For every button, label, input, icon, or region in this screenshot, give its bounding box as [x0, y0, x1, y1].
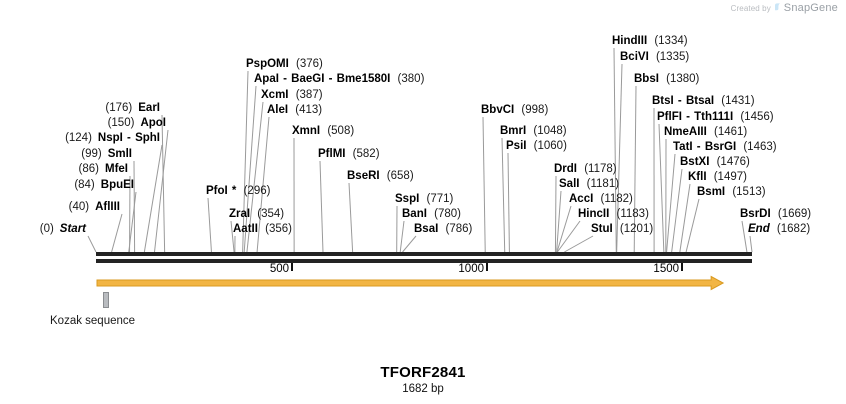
restriction-site-label[interactable]: PsiI (1060)	[506, 140, 567, 152]
axis-tick	[486, 263, 488, 271]
restriction-site-label[interactable]: ZraI (354)	[229, 208, 285, 220]
restriction-site-label[interactable]: BmrI (1048)	[500, 125, 567, 137]
restriction-site-label[interactable]: End (1682)	[748, 223, 811, 235]
leader-line	[319, 160, 324, 253]
snapgene-leaf-icon	[774, 2, 781, 14]
restriction-site-label[interactable]: HindIII (1334)	[612, 35, 688, 47]
leader-line	[554, 175, 557, 253]
restriction-site-label[interactable]: BseRI (658)	[347, 170, 414, 182]
restriction-site-label[interactable]: BbvCI (998)	[481, 104, 549, 116]
restriction-site-label[interactable]: XcmI (387)	[261, 89, 323, 101]
sequence-length: 1682 bp	[402, 383, 444, 395]
restriction-site-label[interactable]: PspOMI (376)	[246, 58, 323, 70]
restriction-site-label[interactable]: (0) Start	[39, 223, 86, 235]
ruler-bar-bottom	[96, 259, 752, 263]
leader-line	[161, 114, 166, 253]
restriction-site-label[interactable]: (150) ApoI	[107, 117, 166, 129]
kozak-sequence-label: Kozak sequence	[50, 315, 136, 327]
restriction-site-label[interactable]: BsaI (786)	[414, 223, 473, 235]
restriction-site-label[interactable]: BstXI (1476)	[680, 156, 750, 168]
leader-line	[111, 213, 123, 253]
restriction-site-label[interactable]: (176) EarI	[105, 102, 160, 114]
restriction-site-label[interactable]: ApaI - BaeGI - Bme1580I (380)	[254, 73, 425, 85]
axis-tick	[681, 263, 684, 271]
restriction-site-label[interactable]: NmeAIII (1461)	[664, 126, 748, 138]
restriction-site-label[interactable]: StuI (1201)	[591, 223, 654, 235]
restriction-site-label[interactable]: BbsI (1380)	[634, 73, 700, 85]
watermark-prefix: Created by	[730, 3, 771, 13]
axis-tick-label: 1000	[458, 263, 484, 275]
leader-line	[613, 47, 617, 253]
ruler-bar-top	[96, 252, 752, 256]
restriction-site-label[interactable]: (86) MfeI	[78, 163, 128, 175]
kozak-box-icon	[103, 292, 110, 308]
leader-line	[749, 235, 753, 253]
watermark-brand: SnapGene	[783, 2, 838, 14]
axis-tick	[291, 263, 293, 271]
restriction-site-label[interactable]: PflFI - Tth111I (1456)	[657, 111, 774, 123]
restriction-site-label[interactable]: AatII (356)	[233, 223, 292, 235]
restriction-site-label[interactable]: KflI (1497)	[688, 171, 747, 183]
restriction-site-label[interactable]: (84) BpuEI	[74, 179, 134, 191]
restriction-site-label[interactable]: BciVI (1335)	[620, 51, 690, 63]
restriction-site-label[interactable]: BsmI (1513)	[697, 186, 766, 198]
leader-line	[658, 123, 665, 253]
restriction-site-label[interactable]: BsrDI (1669)	[740, 208, 812, 220]
leader-line	[87, 235, 97, 253]
leader-line	[556, 220, 581, 253]
leader-line	[133, 160, 136, 253]
leader-line	[564, 235, 594, 253]
leader-line	[556, 205, 572, 253]
restriction-site-label[interactable]: HincII (1183)	[578, 208, 649, 220]
axis-tick-label: 1500	[653, 263, 680, 275]
restriction-site-label[interactable]: BanI (780)	[402, 208, 461, 220]
orf-arrow	[96, 275, 725, 291]
leader-line	[741, 220, 748, 253]
orf-arrow-shape[interactable]	[96, 275, 725, 291]
restriction-site-label[interactable]: AleI (413)	[267, 104, 323, 116]
restriction-site-label[interactable]: DrdI (1178)	[554, 163, 617, 175]
leader-line	[685, 198, 700, 253]
restriction-site-label[interactable]: TatI - BsrGI (1463)	[673, 141, 777, 153]
restriction-site-label[interactable]: SalI (1181)	[559, 178, 620, 190]
restriction-site-label[interactable]: AccI (1182)	[569, 193, 633, 205]
restriction-site-label[interactable]: PflMI (582)	[318, 148, 380, 160]
restriction-site-label[interactable]: BtsI - BtsaI (1431)	[652, 95, 755, 107]
leader-line	[402, 235, 417, 253]
leader-line	[507, 152, 510, 253]
leader-line	[348, 182, 354, 253]
leader-line	[671, 168, 683, 253]
leader-line	[143, 144, 163, 253]
leader-line	[666, 153, 676, 253]
restriction-site-label[interactable]: XmnI (508)	[292, 125, 355, 137]
leader-line	[556, 190, 562, 253]
restriction-site-label[interactable]: PfoI * (296)	[206, 185, 271, 197]
restriction-site-label[interactable]: (40) AflIII	[68, 201, 120, 213]
leader-line	[128, 191, 137, 253]
leader-line	[207, 197, 212, 253]
leader-line	[399, 220, 405, 253]
leader-line	[482, 116, 486, 253]
snapgene-watermark: Created by SnapGene	[731, 2, 838, 14]
restriction-site-label[interactable]: (124) NspI - SphI	[65, 132, 160, 144]
axis-tick-label: 500	[269, 263, 289, 275]
leader-line	[154, 129, 169, 253]
page-title: TFORF2841	[380, 364, 466, 381]
leader-line	[501, 137, 506, 253]
restriction-site-label[interactable]: (99) SmlI	[81, 148, 132, 160]
leader-line	[679, 183, 691, 253]
restriction-site-label[interactable]: SspI (771)	[395, 193, 454, 205]
